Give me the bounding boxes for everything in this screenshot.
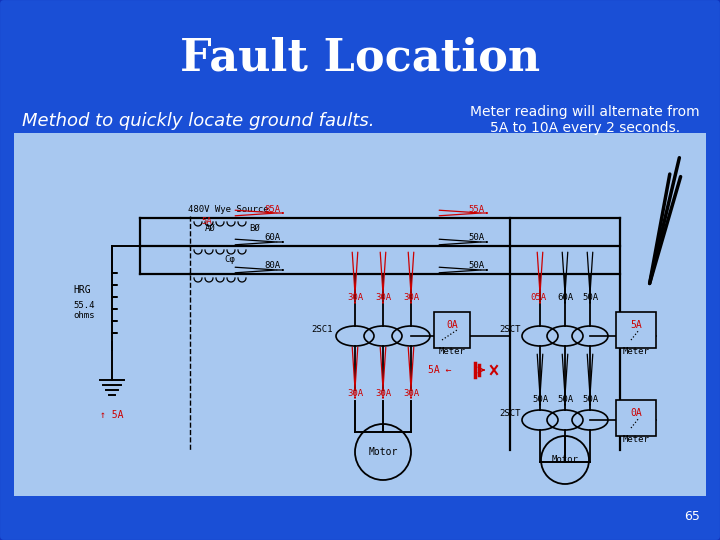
Text: Motor: Motor: [552, 456, 578, 464]
Text: 0A: 0A: [630, 408, 642, 418]
Text: Meter: Meter: [623, 348, 649, 356]
Text: 480V Wye Source: 480V Wye Source: [188, 206, 269, 214]
FancyBboxPatch shape: [434, 312, 470, 348]
Text: 60A: 60A: [557, 294, 573, 302]
Text: AØ: AØ: [204, 224, 215, 233]
Text: 2SCT: 2SCT: [499, 409, 521, 418]
Text: 05A: 05A: [530, 294, 546, 302]
Text: 80A: 80A: [264, 261, 280, 271]
Text: 30A: 30A: [347, 294, 363, 302]
Text: Fault Location: Fault Location: [180, 37, 540, 79]
FancyBboxPatch shape: [616, 312, 656, 348]
FancyBboxPatch shape: [616, 400, 656, 436]
Text: 2SC1: 2SC1: [311, 326, 333, 334]
Text: Motor: Motor: [369, 447, 397, 457]
Text: 50A: 50A: [468, 261, 484, 271]
Text: 30A: 30A: [375, 388, 391, 397]
Text: Method to quickly locate ground faults.: Method to quickly locate ground faults.: [22, 112, 374, 130]
Text: 30A: 30A: [403, 388, 419, 397]
Text: 30A: 30A: [403, 294, 419, 302]
Text: 30A: 30A: [347, 388, 363, 397]
Text: 55A: 55A: [468, 206, 484, 214]
Text: 2SCT: 2SCT: [499, 326, 521, 334]
Text: Cφ: Cφ: [225, 255, 235, 265]
Text: 60A: 60A: [264, 233, 280, 242]
Text: BØ: BØ: [250, 224, 261, 233]
Text: Meter: Meter: [623, 435, 649, 444]
Text: 5A ←: 5A ←: [428, 365, 451, 375]
Text: ohms: ohms: [73, 310, 95, 320]
Text: 30A: 30A: [375, 294, 391, 302]
Text: 85A: 85A: [264, 206, 280, 214]
Bar: [14, 133, 706, 496]
Text: Meter reading will alternate from
5A to 10A every 2 seconds.: Meter reading will alternate from 5A to …: [470, 105, 700, 135]
Text: 0A: 0A: [446, 320, 458, 330]
Text: ↑ 5A: ↑ 5A: [100, 410, 124, 420]
Text: 55.4: 55.4: [73, 300, 95, 309]
Text: HRG: HRG: [73, 285, 91, 295]
Text: 5A: 5A: [630, 320, 642, 330]
Text: 5A: 5A: [202, 218, 212, 226]
Text: Meter: Meter: [438, 348, 465, 356]
Text: 50A: 50A: [557, 395, 573, 404]
Text: 50A: 50A: [582, 395, 598, 404]
Bar: [14, 496, 706, 532]
Text: 65: 65: [684, 510, 700, 523]
Text: 50A: 50A: [582, 294, 598, 302]
Text: 50A: 50A: [532, 395, 548, 404]
Text: 50A: 50A: [468, 233, 484, 242]
